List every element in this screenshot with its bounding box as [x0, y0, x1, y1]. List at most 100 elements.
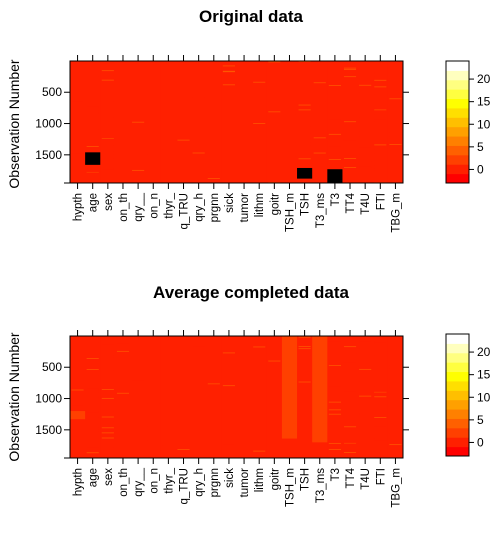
heatmap-cell: [343, 438, 357, 440]
heatmap-cell: [71, 96, 84, 98]
heatmap-cell: [359, 408, 372, 410]
heatmap-cell: [328, 367, 341, 368]
heatmap-cell: [101, 389, 114, 390]
heatmap-cell: [374, 135, 387, 136]
x-tick-label: T4U: [360, 468, 372, 490]
heatmap-cell: [101, 138, 114, 139]
x-tick-label: hypth: [73, 468, 85, 496]
heatmap-cell: [86, 358, 99, 359]
heatmap-cell: [192, 345, 205, 347]
heatmap-cell: [359, 418, 372, 419]
heatmap-cell: [298, 132, 311, 134]
heatmap-cell: [343, 419, 357, 421]
heatmap-cell: [207, 153, 220, 155]
heatmap-cell: [328, 136, 341, 138]
heatmap-cell: [147, 408, 160, 410]
heatmap-cell: [86, 392, 99, 394]
heatmap-cell: [207, 381, 220, 382]
heatmap-column-on_n: [145, 61, 161, 183]
x-tick-label: T3: [330, 468, 342, 481]
heatmap-cell: [101, 77, 114, 79]
heatmap-cell: [86, 374, 99, 376]
heatmap-cell: [101, 349, 114, 351]
heatmap-cell: [343, 127, 357, 129]
heatmap-cell: [359, 124, 372, 125]
heatmap-cell: [359, 379, 372, 380]
x-tick-label: FTI: [375, 468, 387, 485]
heatmap-cell: [132, 350, 145, 352]
heatmap-cell: [298, 82, 311, 83]
heatmap-cell: [162, 445, 175, 446]
heatmap-cell: [298, 86, 311, 88]
heatmap-cell: [343, 158, 357, 160]
heatmap-cell: [162, 405, 175, 407]
heatmap-cell: [359, 164, 372, 165]
heatmap-cell: [343, 158, 357, 160]
heatmap-cell: [313, 137, 326, 139]
heatmap-cell: [86, 75, 99, 77]
heatmap-cell: [86, 349, 99, 351]
heatmap-cell: [177, 340, 190, 341]
heatmap-cell: [268, 454, 281, 456]
heatmap-cell: [192, 447, 205, 449]
heatmap-cell: [268, 89, 281, 91]
x-tick-label: on_th: [118, 193, 130, 222]
heatmap-cell: [374, 378, 387, 380]
heatmap-cell: [192, 152, 205, 154]
heatmap-cell: [359, 430, 372, 432]
heatmap-cell: [328, 442, 341, 444]
heatmap-column-on_n: [145, 336, 161, 458]
heatmap-cell: [359, 368, 372, 370]
heatmap-cell: [374, 440, 387, 442]
heatmap-cell: [374, 455, 387, 457]
heatmap-cell: [343, 118, 357, 119]
y-tick-label: 1500: [35, 148, 62, 162]
heatmap-cell: [359, 408, 372, 409]
heatmap-cell: [374, 155, 387, 157]
heatmap-column-thyr_: [160, 61, 176, 183]
heatmap-cell: [343, 110, 357, 111]
heatmap-cell: [374, 341, 387, 343]
heatmap-cell: [328, 416, 341, 417]
plot-frame: [69, 335, 404, 459]
heatmap-cell: [374, 137, 387, 138]
heatmap-cell: [328, 165, 341, 167]
x-tick-label: sex: [103, 193, 115, 211]
heatmap-cell: [283, 178, 296, 180]
heatmap-cell: [253, 81, 266, 83]
heatmap-cell: [389, 147, 402, 148]
heatmap-cell: [207, 342, 220, 344]
heatmap-cell: [147, 379, 160, 381]
heatmap-cell: [343, 447, 357, 449]
heatmap-cell: [86, 101, 99, 103]
heatmap-cell: [359, 414, 372, 416]
colorbar-swatch: [446, 334, 469, 344]
colorbar-swatch: [446, 164, 469, 175]
heatmap-cell: [147, 169, 160, 171]
heatmap-cell: [374, 75, 387, 77]
heatmap-column-qry_h: [191, 61, 207, 183]
x-tick-label: qry__: [133, 467, 145, 496]
panel-average-completed-data: Average completed data Observation Numbe…: [6, 283, 491, 508]
heatmap-cell: [101, 79, 114, 81]
heatmap-cell: [132, 423, 145, 425]
heatmap-cell: [374, 73, 387, 74]
heatmap-cell: [207, 433, 220, 435]
heatmap-cell: [374, 179, 387, 180]
heatmap-cell: [328, 409, 341, 411]
heatmap-cell: [101, 101, 114, 103]
heatmap-cell: [359, 131, 372, 133]
heatmap-cell: [359, 161, 372, 162]
heatmap-cell: [71, 153, 84, 154]
heatmap-cell: [116, 343, 130, 344]
heatmap-cell: [328, 378, 341, 380]
heatmap-cell: [268, 111, 281, 113]
y-tick-label: 500: [42, 85, 62, 99]
heatmap-cell: [86, 144, 99, 146]
heatmap-cell: [222, 358, 235, 360]
heatmap-cell: [343, 387, 357, 389]
heatmap-cell: [177, 428, 190, 430]
heatmap-cell: [359, 135, 372, 137]
heatmap-cell: [132, 74, 145, 76]
heatmap-cell: [343, 67, 357, 69]
